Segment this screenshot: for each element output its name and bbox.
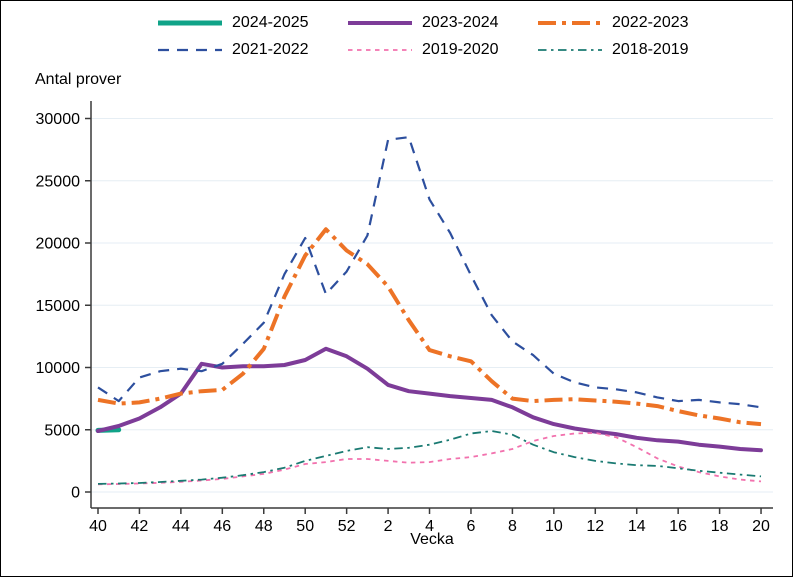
legend-label-2018-2019: 2018-2019 <box>612 40 689 58</box>
x-tick-label-48: 48 <box>255 518 273 535</box>
series-line-2022-2023 <box>97 227 762 427</box>
x-tick-label-46: 46 <box>213 518 231 535</box>
legend-item-2023-2024: 2023-2024 <box>347 14 537 32</box>
legend-swatch-2023-2024 <box>348 20 412 25</box>
y-tick-label-0: 0 <box>71 485 80 502</box>
x-tick-label-14: 14 <box>628 518 646 535</box>
legend-swatch-2019-2020 <box>348 48 412 51</box>
legend-label-2022-2023: 2022-2023 <box>612 13 689 31</box>
y-tick-label-5000: 5000 <box>44 422 80 439</box>
legend-swatch-2024-2025 <box>158 20 222 25</box>
y-tick-label-15000: 15000 <box>36 298 81 315</box>
y-tick-label-20000: 20000 <box>36 236 81 253</box>
legend-label-2024-2025: 2024-2025 <box>232 13 309 31</box>
x-tick-label-18: 18 <box>711 518 729 535</box>
legend-item-2022-2023: 2022-2023 <box>537 14 727 32</box>
legend-swatch-2022-2023 <box>538 20 602 25</box>
legend-item-2021-2022: 2021-2022 <box>157 41 347 59</box>
series-line-2023-2024 <box>96 346 763 453</box>
y-axis-title: Antal prover <box>35 71 122 88</box>
x-tick-label-6: 6 <box>467 518 476 535</box>
y-tick-label-10000: 10000 <box>36 360 81 377</box>
x-tick-label-12: 12 <box>586 518 604 535</box>
x-tick-label-8: 8 <box>508 518 517 535</box>
legend-swatch-2018-2019 <box>538 48 602 51</box>
x-tick-label-16: 16 <box>669 518 687 535</box>
x-tick-label-42: 42 <box>131 518 149 535</box>
y-tick-label-25000: 25000 <box>36 173 81 190</box>
legend-item-2018-2019: 2018-2019 <box>537 41 727 59</box>
legend-label-2021-2022: 2021-2022 <box>232 40 309 58</box>
legend-swatch-2021-2022 <box>158 48 222 51</box>
x-tick-label-50: 50 <box>296 518 314 535</box>
legend-label-2019-2020: 2019-2020 <box>422 40 499 58</box>
y-tick-label-30000: 30000 <box>36 111 81 128</box>
series-line-2019-2020 <box>97 431 762 486</box>
x-tick-label-2: 2 <box>384 518 393 535</box>
series-line-2021-2022 <box>97 136 762 409</box>
x-tick-label-10: 10 <box>545 518 563 535</box>
x-axis-title: Vecka <box>410 531 454 548</box>
x-tick-label-40: 40 <box>89 518 107 535</box>
series-line-2018-2019 <box>97 430 762 485</box>
legend-label-2023-2024: 2023-2024 <box>422 13 499 31</box>
legend: 2024-2025 2023-2024 2022-2023 2021-2022 2019… <box>157 9 727 63</box>
x-tick-label-44: 44 <box>172 518 190 535</box>
x-tick-label-4: 4 <box>425 518 434 535</box>
legend-item-2024-2025: 2024-2025 <box>157 14 347 32</box>
x-tick-label-52: 52 <box>338 518 356 535</box>
legend-item-2019-2020: 2019-2020 <box>347 41 537 59</box>
x-tick-label-20: 20 <box>752 518 770 535</box>
